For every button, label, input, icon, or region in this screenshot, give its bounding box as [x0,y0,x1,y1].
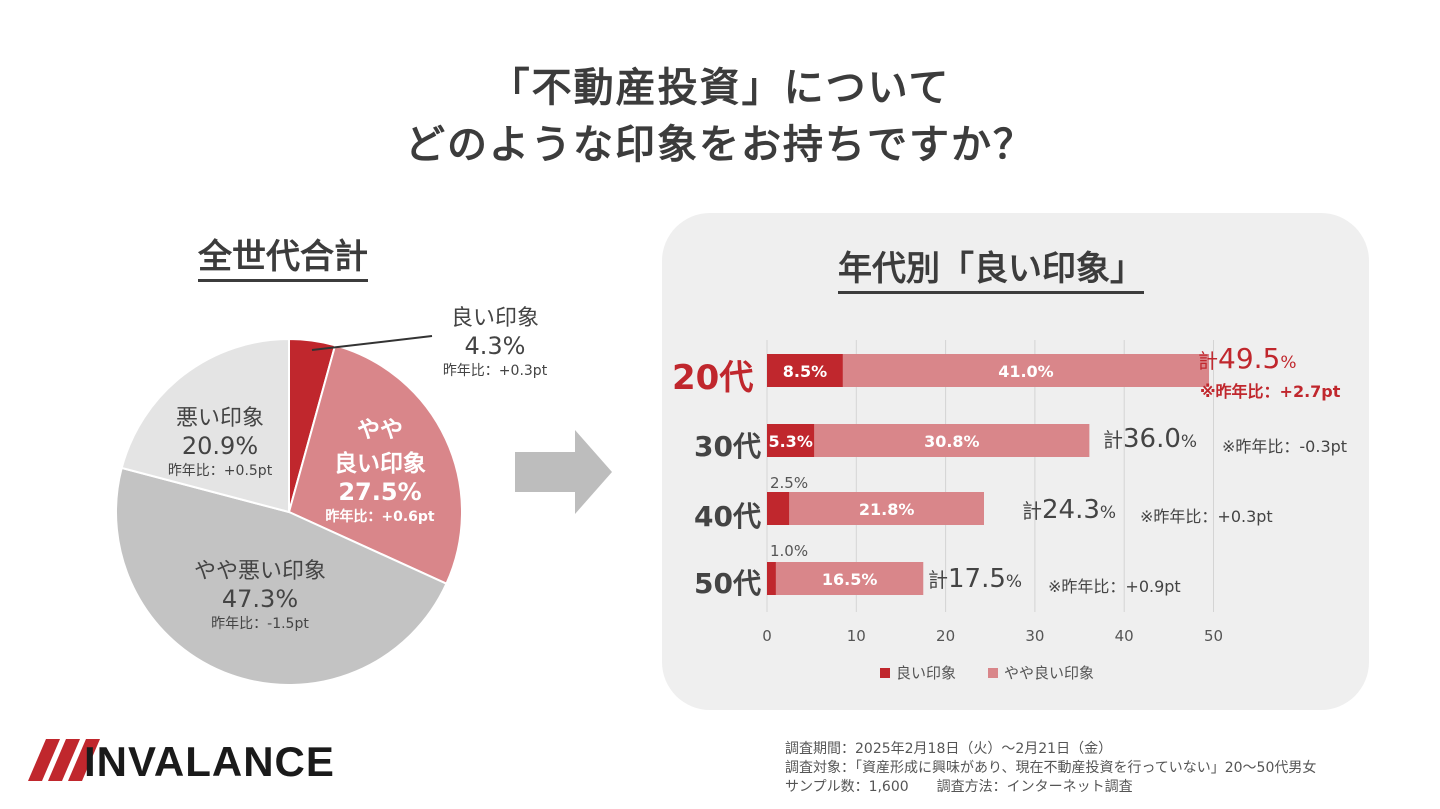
legend-swatch-good [880,668,890,678]
x-tick-label: 40 [1115,627,1134,645]
bar-good-40代 [767,492,790,525]
total-40s: 計24.3% [1022,495,1116,525]
bar-slightly-good-40代 [789,492,984,525]
age-breakdown-panel [662,213,1369,710]
survey-info: 調査期間：2025年2月18日（火）～2月21日（金） 調査対象：「資産形成に興… [785,740,1316,797]
bar-value-label: 5.3% [768,432,812,451]
age-label-30s: 30代 [694,430,761,463]
legend-label-good: 良い印象 [896,664,957,682]
survey-period: 調査期間：2025年2月18日（火）～2月21日（金） [785,741,1113,757]
total-50s-unit: % [1005,572,1023,592]
pie-label-good-yoy: 昨年比：+0.3pt [442,363,548,379]
pie-label-slightly-good-line2: 良い印象 [334,451,426,477]
total-30s: 計36.0% [1103,424,1197,454]
pie-label-good-name: 良い印象 [450,306,539,331]
total-40s-prefix: 計 [1022,499,1042,523]
pie-label-slightly-good-yoy: 昨年比：+0.6pt [325,509,435,525]
yoy-40s: ※昨年比：+0.3pt [1140,507,1273,526]
pie-label-bad-value: 20.9% [181,432,259,460]
bar-value-label: 21.8% [859,500,915,519]
total-20s-prefix: 計 [1198,349,1218,373]
logo-stripes [28,739,100,781]
bar-value-label: 41.0% [998,362,1054,381]
survey-target: 調査対象：「資産形成に興味があり、現在不動産投資を行っていない」20～50代男女 [785,760,1317,776]
logo-text: INVALANCE [84,738,335,785]
legend-item-slightly-good: やや良い印象 [988,662,1094,683]
pie-label-slightly-good: やや 良い印象 27.5% 昨年比：+0.6pt [310,410,450,526]
pie-label-good: 良い印象 4.3% 昨年比：+0.3pt [430,300,560,380]
pie-leader-line [311,335,433,351]
pie-label-bad: 悪い印象 20.9% 昨年比：+0.5pt [160,400,280,480]
bar-good-30代 [767,424,815,457]
pie-label-slightly-bad-yoy: 昨年比：-1.5pt [211,616,309,632]
x-tick-label: 10 [847,627,866,645]
main-title-line1: 「不動産投資」について [489,65,951,111]
value-label-50s-good: 1.0% [770,542,809,560]
legend-swatch-slightly-good [988,668,998,678]
pie-label-good-value: 4.3% [464,332,526,360]
pie-label-slightly-good-value: 27.5% [338,478,422,506]
pie-chart-title: 全世代合計 [198,237,368,283]
pie-label-slightly-bad-name: やや悪い印象 [193,559,326,584]
pie-value-bad: 20.9 [181,432,236,460]
age-label-20s: 20代 [672,358,754,398]
pie-slice-bad [120,337,290,514]
x-tick-label: 0 [762,627,772,645]
legend-item-good: 良い印象 [880,662,956,683]
value-label-40s-good: 2.5% [770,474,809,492]
pie-label-slightly-bad-value: 47.3% [221,585,299,613]
pie-slice-slightly-good [287,344,463,586]
bar-slightly-good-50代 [775,562,924,595]
yoy-50s: ※昨年比：+0.9pt [1048,577,1181,596]
pie-value-good: 4.3 [464,332,503,360]
bar-slightly-good-20代 [842,354,1210,387]
x-tick-label: 50 [1204,627,1223,645]
bar-good-20代 [767,354,843,387]
legend-label-slightly-good: やや良い印象 [1004,664,1095,682]
x-tick-label: 20 [936,627,955,645]
total-20s-unit: % [1280,353,1297,373]
pie-value-slightly-bad: 47.3 [221,585,276,613]
total-30s-prefix: 計 [1103,428,1123,452]
total-20s: 計49.5% [1198,342,1297,375]
total-50s: 計17.5% [928,564,1022,594]
bar-good-50代 [767,562,776,595]
arrow-icon [515,430,612,514]
survey-sample: サンプル数：1,600 調査方法：インターネット調査 [785,779,1133,795]
total-40s-unit: % [1099,503,1117,523]
pie-label-bad-yoy: 昨年比：+0.5pt [167,463,273,479]
main-title-line2: どのような印象をお持ちですか？ [405,122,1035,168]
total-30s-unit: % [1180,432,1198,452]
bar-slightly-good-30代 [814,424,1090,457]
total-50s-value: 17.5 [948,564,1006,594]
age-label-50s: 50代 [694,567,761,600]
bar-value-label: 16.5% [822,570,878,589]
pie-label-slightly-good-line1: やや [357,417,403,443]
bar-value-label: 30.8% [924,432,980,451]
total-50s-prefix: 計 [928,568,948,592]
pie-label-slightly-bad: やや悪い印象 47.3% 昨年比：-1.5pt [165,553,355,633]
total-40s-value: 24.3 [1042,495,1100,525]
yoy-20s: ※昨年比：+2.7pt [1200,382,1341,401]
pie-value-slightly-good: 27.5 [338,478,398,506]
age-label-40s: 40代 [694,500,761,533]
yoy-30s: ※昨年比：-0.3pt [1222,437,1348,456]
x-tick-label: 30 [1025,627,1044,645]
bar-chart-title: 年代別「良い印象」 [838,249,1144,295]
bar-value-label: 8.5% [783,362,827,381]
pie-slice-slightly-bad [115,466,448,686]
total-30s-value: 36.0 [1123,424,1181,454]
pie-label-bad-name: 悪い印象 [175,406,264,431]
total-20s-value: 49.5 [1218,342,1281,375]
